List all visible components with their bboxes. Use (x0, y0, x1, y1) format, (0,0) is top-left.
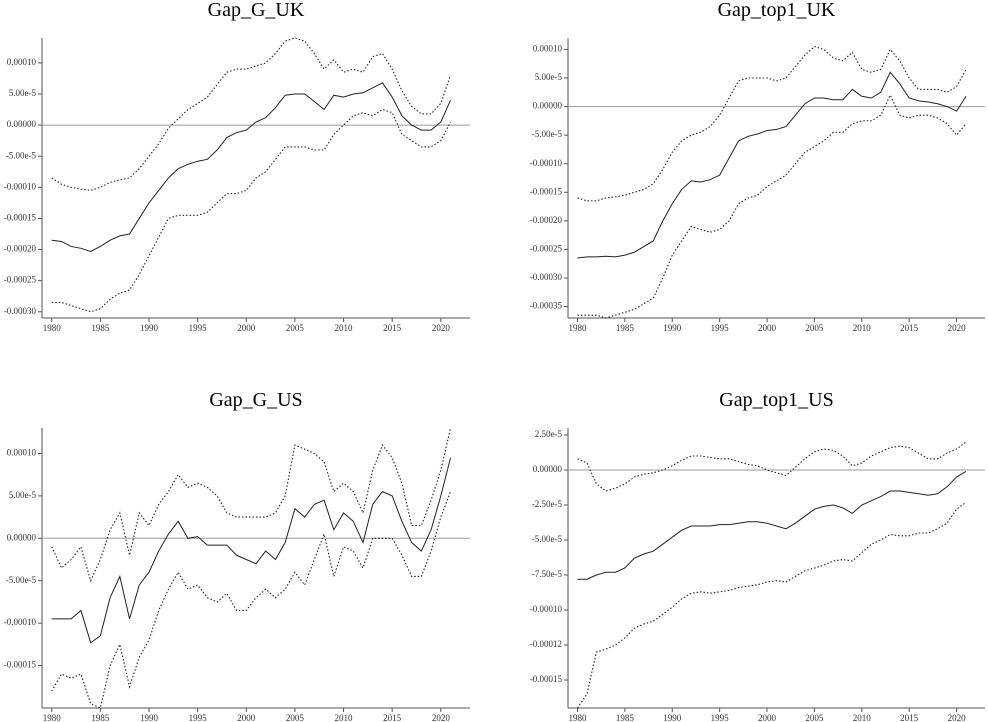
x-tick-label: 2005 (286, 323, 305, 333)
y-tick-label: -0.00015 (4, 660, 37, 670)
y-tick-label: 0.00000 (7, 532, 37, 542)
band-line (51, 37, 452, 192)
x-tick-label: 1985 (616, 713, 635, 722)
x-tick-label: 2020 (432, 323, 451, 333)
x-tick-label: 1985 (91, 713, 110, 722)
y-tick-label: -5.00e-5 (6, 575, 37, 585)
y-tick-label: -0.00010 (4, 181, 37, 191)
y-tick-label: 0.00000 (533, 464, 563, 474)
y-tick-label: -0.00030 (530, 272, 563, 282)
y-tick-label: 0.00010 (533, 43, 563, 53)
x-tick-label: 1990 (663, 323, 682, 333)
y-tick-label: 5.00e-5 (9, 88, 37, 98)
x-tick-label: 1990 (140, 713, 159, 722)
y-tick-label: -0.00010 (530, 158, 563, 168)
x-tick-label: 2015 (900, 713, 919, 722)
y-tick-label: -0.00012 (530, 639, 562, 649)
y-tick-label: -0.00030 (4, 306, 37, 316)
band-line (51, 491, 452, 709)
x-tick-label: 2020 (948, 323, 967, 333)
x-tick-label: 1980 (43, 713, 62, 722)
y-tick-label: -0.00015 (530, 674, 563, 684)
y-tick-label: -0.00025 (4, 275, 37, 285)
x-tick-label: 1980 (568, 323, 587, 333)
x-tick-label: 2010 (853, 323, 872, 333)
y-tick-label: 5.00e-5 (535, 72, 563, 82)
band-line (51, 108, 452, 313)
x-tick-label: 2010 (335, 323, 354, 333)
x-tick-label: 1995 (189, 323, 208, 333)
x-tick-label: 1980 (43, 323, 62, 333)
band-line (577, 93, 967, 319)
y-tick-label: 0.00010 (7, 448, 37, 458)
y-tick-label: -0.00015 (4, 213, 37, 223)
y-tick-label: -2.50e-5 (532, 499, 563, 509)
x-tick-label: 1995 (189, 713, 208, 722)
band-line (577, 441, 967, 492)
y-tick-label: -0.00020 (530, 215, 563, 225)
y-tick-label: 2.50e-5 (535, 429, 563, 439)
x-tick-label: 1985 (616, 323, 635, 333)
y-tick-label: -0.00020 (4, 244, 37, 254)
y-tick-label: 5.00e-5 (9, 490, 37, 500)
x-tick-label: 2015 (900, 323, 919, 333)
x-tick-label: 1990 (663, 713, 682, 722)
y-tick-label: -0.00015 (530, 186, 563, 196)
band-line (51, 427, 452, 583)
x-tick-label: 2000 (758, 713, 777, 722)
y-tick-label: -5.00e-5 (532, 534, 563, 544)
x-tick-label: 2015 (383, 323, 402, 333)
x-tick-label: 2000 (758, 323, 777, 333)
x-tick-label: 2005 (805, 323, 824, 333)
estimate-line (577, 470, 967, 580)
x-tick-label: 1995 (711, 323, 730, 333)
y-tick-label: 0.00000 (7, 119, 37, 129)
estimate-line (577, 71, 967, 259)
x-tick-label: 1990 (140, 323, 159, 333)
x-tick-label: 2010 (335, 713, 354, 722)
x-tick-label: 1995 (711, 713, 730, 722)
x-tick-label: 1985 (91, 323, 110, 333)
y-tick-label: 0.00010 (7, 57, 37, 67)
x-tick-label: 2005 (286, 713, 305, 722)
estimate-line (51, 457, 452, 644)
band-line (577, 45, 967, 202)
chart-title: Gap_G_UK (208, 0, 305, 21)
chart-title: Gap_G_US (209, 389, 302, 411)
x-tick-label: 2005 (805, 713, 824, 722)
y-tick-label: -5.00e-5 (6, 150, 37, 160)
band-line (577, 501, 967, 709)
x-tick-label: 1980 (568, 713, 587, 722)
x-tick-label: 2010 (853, 713, 872, 722)
estimate-line (51, 82, 452, 252)
x-tick-label: 2015 (383, 713, 402, 722)
y-tick-label: -0.00035 (530, 301, 563, 311)
y-tick-label: -5.00e-5 (532, 129, 563, 139)
x-tick-label: 2020 (432, 713, 451, 722)
y-tick-label: -0.00025 (530, 243, 563, 253)
y-tick-label: 0.00000 (533, 101, 563, 111)
chart-title: Gap_top1_US (719, 389, 833, 411)
chart-title: Gap_top1_UK (718, 0, 836, 21)
y-tick-label: -7.50e-5 (532, 569, 563, 579)
x-tick-label: 2020 (948, 713, 967, 722)
x-tick-label: 2000 (237, 323, 256, 333)
y-tick-label: -0.00010 (530, 604, 563, 614)
x-tick-label: 2000 (237, 713, 256, 722)
y-tick-label: -0.00010 (4, 617, 37, 627)
